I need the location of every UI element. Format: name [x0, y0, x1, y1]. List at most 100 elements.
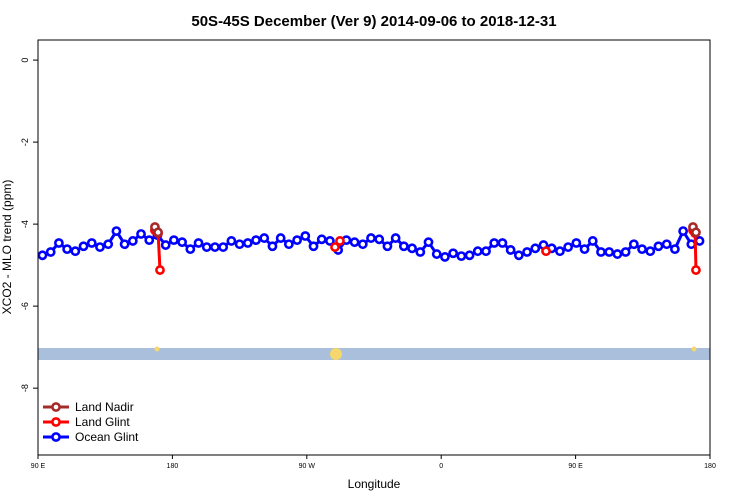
data-point: [62, 244, 73, 255]
data-point: [481, 246, 491, 257]
y-tick-label: -6: [20, 302, 30, 310]
x-tick-label: 90 W: [299, 463, 316, 470]
data-point: [210, 242, 220, 252]
x-tick-label: 180: [167, 463, 179, 470]
x-tick-label: 90 E: [568, 463, 583, 470]
plot-frame: [37, 39, 711, 456]
marker-dot: [330, 348, 342, 360]
data-point: [283, 239, 294, 250]
legend-marker: [51, 402, 61, 412]
data-point: [555, 246, 565, 257]
chart-title: 50S-45S December (Ver 9) 2014-09-06 to 2…: [191, 13, 556, 30]
data-point: [193, 238, 204, 248]
data-point: [448, 248, 459, 259]
data-point: [300, 231, 311, 241]
data-point: [390, 233, 401, 243]
legend-marker: [51, 417, 61, 427]
data-point: [497, 238, 508, 248]
x-tick-label: 180: [704, 463, 716, 470]
data-point: [653, 241, 664, 252]
data-point: [37, 250, 48, 261]
y-tick-label: -2: [20, 138, 30, 146]
data-point: [456, 251, 467, 262]
data-point: [612, 249, 623, 259]
data-point: [316, 234, 327, 245]
data-point: [325, 236, 335, 246]
data-point: [242, 238, 253, 248]
data-point: [127, 236, 138, 246]
data-point: [366, 233, 376, 243]
data-point: [160, 240, 171, 250]
data-point: [423, 237, 434, 248]
y-tick-label: -8: [20, 384, 30, 392]
data-point: [415, 247, 426, 257]
x-axis-label: Longitude: [348, 477, 401, 491]
data-point: [111, 226, 122, 236]
legend-label: Land Nadir: [75, 400, 134, 414]
data-point: [382, 241, 393, 252]
data-point: [78, 241, 89, 252]
data-point: [694, 236, 705, 246]
data-point: [70, 246, 81, 257]
data-point: [691, 265, 701, 275]
data-point: [571, 238, 582, 248]
data-point: [464, 250, 475, 261]
y-axis-label: XCO2 - MLO trend (ppm): [0, 180, 14, 315]
data-point: [563, 242, 574, 252]
data-point: [620, 247, 631, 257]
data-point: [275, 233, 286, 243]
data-point: [136, 229, 146, 239]
data-point: [691, 227, 701, 238]
y-tick-label: 0: [20, 58, 30, 63]
data-point: [661, 239, 672, 250]
data-point: [103, 239, 114, 250]
data-point: [234, 239, 245, 250]
data-point: [308, 241, 319, 252]
data-point: [440, 252, 450, 262]
data-point: [201, 242, 212, 252]
data-point: [522, 247, 532, 257]
data-point: [670, 244, 680, 255]
surface-band: [38, 348, 710, 360]
data-point: [579, 244, 590, 255]
x-tick-label: 90 E: [31, 463, 46, 470]
data-point: [374, 234, 385, 245]
y-tick-label: -4: [20, 220, 30, 228]
data-point: [54, 238, 64, 248]
data-point: [155, 265, 165, 275]
data-point: [596, 247, 606, 257]
data-point: [349, 237, 360, 248]
data-point: [489, 238, 500, 248]
data-point: [407, 243, 417, 254]
data-point: [541, 246, 551, 257]
data-point: [153, 227, 163, 238]
data-point: [177, 237, 188, 248]
data-point: [330, 242, 340, 252]
data-point: [604, 247, 615, 257]
data-point: [587, 236, 598, 246]
data-point: [398, 241, 409, 252]
data-point: [628, 239, 639, 250]
data-point: [251, 235, 261, 246]
data-point: [226, 236, 237, 246]
legend-label: Ocean Glint: [75, 430, 139, 444]
plot-area: [37, 222, 705, 275]
data-point: [678, 226, 689, 236]
legend-label: Land Glint: [75, 415, 130, 429]
data-point: [292, 235, 302, 246]
data-point: [513, 250, 524, 261]
marker-dot: [691, 346, 697, 352]
data-point: [45, 247, 56, 257]
legend-marker: [51, 432, 61, 442]
data-point: [637, 244, 647, 255]
data-point: [357, 239, 368, 250]
data-point: [530, 243, 541, 254]
data-point: [335, 236, 345, 246]
data-point: [86, 238, 97, 248]
data-point: [218, 242, 229, 252]
x-tick-label: 0: [439, 463, 443, 470]
data-point: [119, 239, 130, 250]
marker-dot: [154, 346, 160, 352]
data-point: [267, 241, 278, 252]
